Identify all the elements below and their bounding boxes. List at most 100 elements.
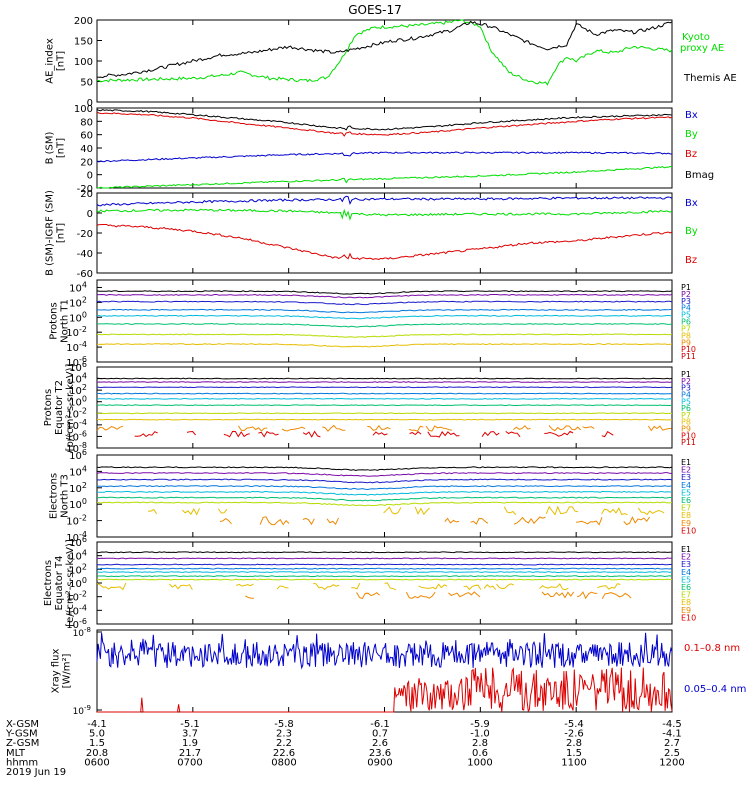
series-segment-e8 [351,582,361,590]
series-line-e3 [96,563,672,566]
footer-value: 2.2 [276,738,292,749]
series-line-e2 [96,557,673,560]
series-line-p1 [96,377,673,380]
legend-channel-e10: E10 [681,526,696,535]
legend-channel-e9: E9 [681,606,691,615]
orbit-footer: X-GSM -4.1 -5.1 -5.8 -6.1 -5.9 -5.4 -4.5 Y-GSM 5.… [5,719,685,768]
series-segment-e9 [356,592,380,600]
footer-value: 5.0 [89,729,105,740]
footer-value: 1200 [659,757,684,768]
legend-channel-e5: E5 [681,575,691,584]
series-segment-e9 [245,595,255,599]
y-tick-label: 10-2 [66,590,87,604]
legend-bigrf-bz: Bz [685,255,697,266]
legend-channel-p3: P3 [681,384,691,393]
footer-value: 1.5 [89,738,105,749]
series-segment-e8 [418,583,448,590]
legend-channel-e7: E7 [681,504,691,513]
legend-channel-e3: E3 [681,473,691,482]
legend-kyoto-line1: Kyoto [682,32,710,43]
series-segment-p10 [505,430,521,438]
y-axis-label-line: [nT] [56,138,67,158]
y-tick-label: 10-6 [66,617,87,631]
series-segment-e8 [276,585,289,590]
series-segment-p9 [513,425,531,430]
footer-value: 1.9 [182,738,198,749]
series-segment-e8 [545,505,579,516]
series-line-e1 [96,551,673,554]
footer-value: 1100 [561,757,586,768]
y-tick-label: 102 [69,562,87,576]
series-segment-e9 [541,591,575,599]
series-segment-e8 [483,583,497,590]
legend-channel-e7: E7 [681,591,691,600]
footer-value: -5.9 [470,719,490,730]
series-segment-e8 [414,506,430,516]
y-tick-label: -20 [77,229,93,240]
y-tick-label: 10-8 [66,441,87,455]
legend-channel-e1: E1 [681,545,691,554]
panel-xray-frame [96,629,673,713]
y-axis-label-line: Xray flux [51,649,62,694]
series-segment-p10 [409,431,422,436]
series-segment-e8 [601,507,628,516]
y-tick-label: 0 [87,98,93,109]
electrons_equator-ylabel: Electrons Equator T4 [e/(cm²-s-sr-keV)] [43,539,76,627]
y-tick-label: 10-4 [66,530,87,544]
y-tick-label: 100 [69,395,87,409]
y-axis-label-line: [nT] [56,223,67,243]
series-segment-e8 [217,508,228,514]
series-line-themis-ae [96,20,673,79]
footer-value: 2.7 [664,738,680,749]
legend-bsm-bx: Bx [685,110,698,121]
y-tick-label: 40 [80,144,93,155]
series-line-p6 [97,404,673,407]
series-line-xray-short [96,632,673,670]
series-segment-p9 [237,425,268,432]
y-axis-label-line: B (SM)-IGRF (SM) [45,190,56,276]
y-tick-label: -20 [77,184,93,195]
y-axis-label-line: [nT] [56,51,67,71]
panel-bigrf-frame [96,192,673,274]
y-tick-label: 0 [87,171,93,182]
legend-channel-p6: P6 [681,318,691,327]
footer-value: 20.8 [86,748,108,759]
series-line-e7 [96,578,673,581]
y-tick-label: 0 [87,209,93,220]
xray-ylabel: Xray flux [W/m²] [51,649,73,694]
legend-xray-long: 0.1–0.8 nm [684,643,740,654]
footer-value: 0600 [84,757,109,768]
series-line-p5 [96,397,673,400]
y-tick-label: 20 [80,189,93,200]
series-segment-p9 [647,425,672,432]
series-segment-e9 [623,516,651,526]
legend-channel-p10: P10 [681,431,696,440]
series-line-e2 [96,472,673,477]
series-line-e1 [96,466,673,472]
legend-kyoto-line2: proxy AE [680,43,724,54]
y-tick-label: 100 [69,576,87,590]
footer-value: 2.8 [472,738,488,749]
footer-value: -1.0 [470,729,490,740]
footer-value: 22.6 [273,748,295,759]
legend-channel-p11: P11 [681,438,696,447]
series-segment-p10 [134,431,158,438]
series-segment-p10 [372,431,388,436]
series-segment-p9 [281,426,306,432]
legend-channel-p6: P6 [681,404,691,413]
series-segment-p9 [96,425,124,431]
footer-value: 2.5 [664,748,680,759]
series-segment-e9 [576,591,598,600]
footer-value: 0700 [177,757,202,768]
panel-bsm-frame [96,107,673,189]
protons_equator-ylabel: Protons Equator T2 [p/(cm²-s-sr-keV)] [43,364,76,452]
series-segment-p10 [258,431,279,438]
legend-channel-p9: P9 [681,425,691,434]
series-segment-e8 [503,506,517,516]
series-line-p7 [97,333,673,338]
y-axis-label-line: AE_index [45,38,56,84]
series-segment-e8 [384,582,397,591]
date-label: 2019 Jun 19 [6,767,66,778]
y-axis-label-line: [W/m²] [62,653,73,688]
series-segment-e8 [96,582,127,591]
